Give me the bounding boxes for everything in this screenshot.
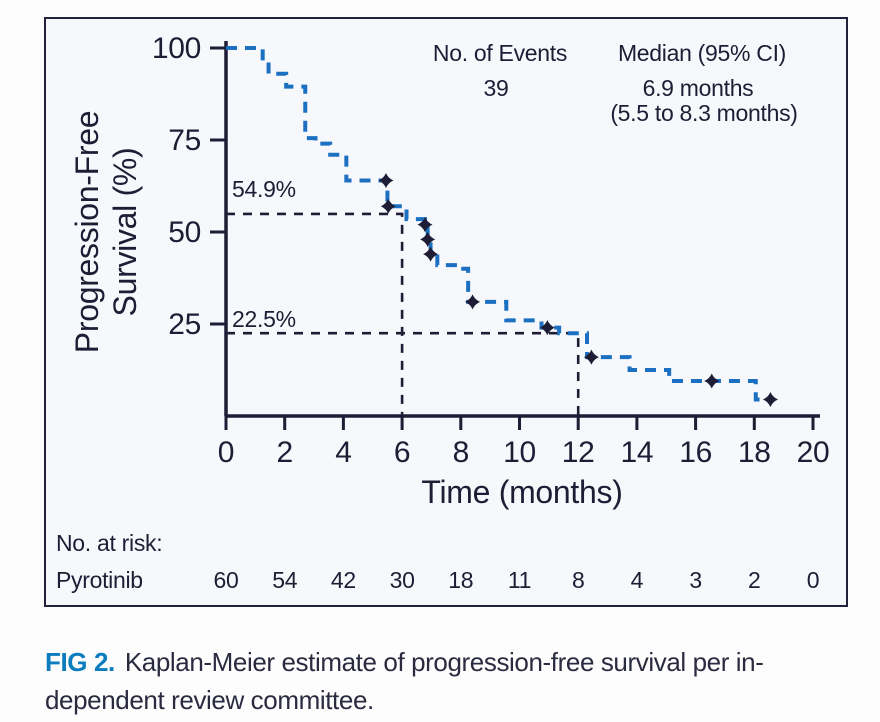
at-risk-value: 11	[508, 567, 531, 593]
censor-marks	[378, 172, 778, 407]
x-tick-label: 20	[797, 436, 830, 469]
reference-lines	[226, 212, 580, 416]
caption-text-line2: dependent review committee.	[45, 685, 374, 715]
x-axis-title: Time (months)	[421, 474, 622, 510]
km-figure-panel: 25 50 75 100 0 2 4 6 8 10 12 14 16 18 20 54.9% 22.5% …	[44, 17, 848, 607]
events-count: 39	[484, 75, 509, 101]
at-risk-value: 0	[807, 567, 820, 593]
caption-text-line1: Kaplan-Meier estimate of progression-fre…	[124, 647, 764, 677]
six-month-rate-label: 54.9%	[232, 176, 296, 202]
at-risk-value: 30	[390, 567, 415, 593]
at-risk-value: 3	[689, 567, 702, 593]
events-column-header: No. of Events	[433, 40, 567, 66]
x-axis-ticks: 0 2 4 6 8 10 12 14 16 18 20	[218, 416, 830, 469]
x-tick-label: 12	[562, 436, 595, 469]
y-tick-label: 50	[168, 216, 201, 249]
censor-mark	[417, 217, 433, 233]
censor-mark	[380, 198, 396, 214]
censor-mark	[378, 172, 394, 188]
x-tick-label: 18	[738, 436, 771, 469]
x-tick-label: 0	[218, 436, 234, 469]
x-tick-label: 10	[503, 436, 536, 469]
figure-caption: FIG 2. Kaplan-Meier estimate of progressi…	[45, 643, 845, 719]
at-risk-values: 60 54 42 30 18 11 8 4 3 2 0	[214, 567, 820, 593]
twelve-month-rate-label: 22.5%	[232, 306, 296, 332]
censor-mark	[465, 294, 481, 310]
median-column-header: Median (95% CI)	[618, 40, 786, 66]
at-risk-value: 4	[631, 567, 644, 593]
censor-mark	[583, 349, 599, 365]
censor-mark	[423, 246, 439, 262]
y-tick-label: 100	[152, 32, 201, 65]
median-value: 6.9 months	[643, 75, 754, 101]
at-risk-value: 2	[748, 567, 761, 593]
x-tick-label: 4	[335, 436, 351, 469]
median-ci: (5.5 to 8.3 months)	[610, 100, 797, 126]
x-tick-label: 16	[679, 436, 712, 469]
censor-mark	[762, 391, 778, 407]
y-tick-label: 75	[168, 124, 201, 157]
y-tick-label: 25	[168, 308, 201, 341]
at-risk-value: 8	[572, 567, 585, 593]
at-risk-value: 42	[331, 567, 356, 593]
x-tick-label: 14	[621, 436, 654, 469]
at-risk-value: 18	[448, 567, 473, 593]
at-risk-value: 60	[214, 567, 239, 593]
x-tick-label: 8	[453, 436, 469, 469]
y-axis-title-line1: Progression-Free	[69, 111, 105, 353]
figure-number-label: FIG 2.	[45, 647, 115, 677]
km-survival-curve	[226, 46, 774, 402]
y-axis-ticks: 25 50 75 100	[152, 32, 226, 341]
censor-mark	[539, 320, 555, 336]
x-tick-label: 6	[394, 436, 410, 469]
at-risk-value: 54	[272, 567, 297, 593]
y-axis-title-line2: Survival (%)	[107, 148, 143, 317]
censor-mark	[420, 231, 436, 247]
x-tick-label: 2	[277, 436, 293, 469]
reference-line	[226, 212, 404, 416]
censor-mark	[704, 373, 720, 389]
at-risk-group-label: Pyrotinib	[56, 567, 143, 593]
at-risk-header: No. at risk:	[56, 530, 162, 556]
